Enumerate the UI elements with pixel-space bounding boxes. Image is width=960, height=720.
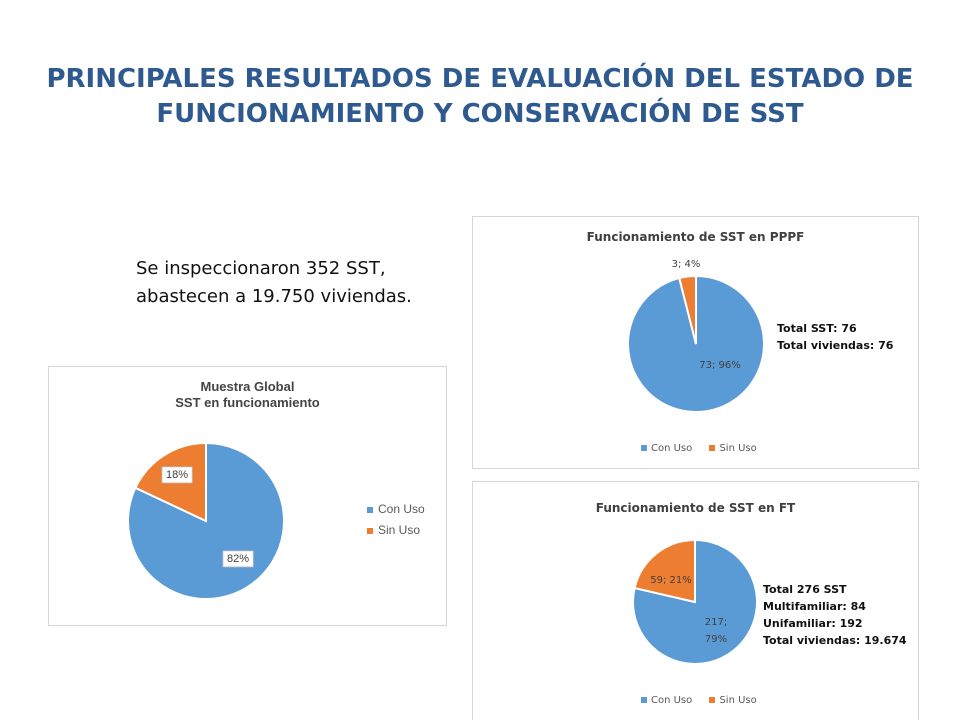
data-label-con-uso-line-1: 217; [705, 617, 727, 628]
chart-ft-plot: 217; 79% 59; 21% [632, 538, 758, 665]
legend-item-sin-uso: Sin Uso [709, 443, 757, 454]
chart-ft: Funcionamiento de SST en FT 217; 79% 59; 2… [472, 481, 919, 720]
note-unifamiliar: Unifamiliar: 192 [763, 617, 863, 630]
data-label-con-uso-line-2: 79% [705, 634, 727, 645]
legend-swatch-con-uso [641, 697, 647, 703]
chart-global-title-line-1: Muestra Global [200, 379, 295, 394]
note-multifamiliar: Multifamiliar: 84 [763, 600, 866, 613]
legend-item-con-uso: Con Uso [641, 695, 692, 706]
legend-item-con-uso: Con Uso [367, 502, 425, 516]
legend-label-con-uso: Con Uso [651, 695, 693, 706]
legend-swatch-sin-uso [709, 697, 716, 703]
data-label-sin-uso-group: 59; 21% [650, 575, 692, 586]
chart-ft-title: Funcionamiento de SST en FT [595, 501, 796, 515]
data-label-con-uso-box [222, 550, 254, 568]
chart-pppf-legend: Con Uso Sin Uso [641, 443, 771, 454]
data-label-sin-uso: 3; 4% [672, 259, 701, 270]
chart-global: Muestra Global SST en funcionamiento 82%… [48, 366, 447, 626]
data-label-sin-uso: 18% [166, 469, 188, 481]
intro-line-2: abastecen a 19.750 viviendas. [136, 286, 412, 307]
note-total-viviendas: Total viviendas: 76 [777, 339, 894, 352]
chart-global-title: Muestra Global SST en funcionamiento [49, 379, 446, 411]
legend-label-sin-uso: Sin Uso [719, 695, 757, 706]
chart-global-title-line-2: SST en funcionamiento [175, 395, 320, 410]
data-label-sin-uso: 59; 21% [650, 575, 692, 586]
chart-ft-legend: Con Uso Sin Uso [641, 695, 771, 706]
legend-swatch-sin-uso [367, 527, 373, 534]
note-total-viviendas: Total viviendas: 19.674 [763, 634, 907, 647]
chart-pppf: Funcionamiento de SST en PPPF 73; 96% 3; … [472, 216, 919, 469]
data-label-con-uso: 73; 96% [699, 360, 741, 371]
data-label-con-uso-group: 73; 96% [699, 360, 741, 371]
data-label-con-uso-line-1-group: 217; [705, 617, 727, 628]
chart-pppf-title: Funcionamiento de SST en PPPF [586, 230, 805, 244]
page-title-line-2: FUNCIONAMIENTO Y CONSERVACIÓN DE SST [156, 99, 804, 129]
legend-label-con-uso: Con Uso [651, 443, 693, 454]
chart-pppf-notes: Total SST: 76 Total viviendas: 76 [777, 320, 893, 354]
page-title-line-1: PRINCIPALES RESULTADOS DE EVALUACIÓN DEL… [46, 64, 914, 94]
legend-label-sin-uso: Sin Uso [378, 523, 421, 537]
chart-global-plot: 82% 18% [127, 441, 285, 600]
pie-slice-sin-uso [678, 274, 697, 345]
legend-swatch-con-uso [367, 506, 373, 513]
page-title: PRINCIPALES RESULTADOS DE EVALUACIÓN DEL… [40, 62, 920, 132]
data-label-sin-uso-group: 3; 4% [672, 259, 701, 270]
data-label-con-uso-group: 82% [222, 550, 254, 568]
legend-item-sin-uso: Sin Uso [709, 695, 757, 706]
note-total-sst: Total 276 SST [763, 583, 847, 596]
intro-line-1: Se inspeccionaron 352 SST, [136, 258, 386, 279]
chart-pppf-plot: 73; 96% 3; 4% [627, 259, 765, 413]
legend-item-con-uso: Con Uso [641, 443, 692, 454]
legend-swatch-sin-uso [709, 445, 716, 451]
intro-text: Se inspeccionaron 352 SST, abastecen a 1… [136, 255, 412, 311]
pie-slice-sin-uso [633, 538, 696, 604]
data-label-con-uso: 82% [227, 553, 249, 565]
legend-label-con-uso: Con Uso [378, 502, 425, 516]
legend-swatch-con-uso [641, 445, 647, 451]
note-total-sst: Total SST: 76 [777, 322, 857, 335]
legend-item-sin-uso: Sin Uso [367, 523, 425, 537]
data-label-sin-uso-box [161, 466, 193, 484]
legend-label-sin-uso: Sin Uso [719, 443, 757, 454]
chart-ft-notes: Total 276 SST Multifamiliar: 84 Unifamil… [763, 581, 907, 649]
data-label-con-uso-line-2-group: 79% [705, 634, 727, 645]
chart-global-legend: Con Uso Sin Uso [367, 502, 425, 544]
data-label-sin-uso-group: 18% [161, 466, 193, 484]
